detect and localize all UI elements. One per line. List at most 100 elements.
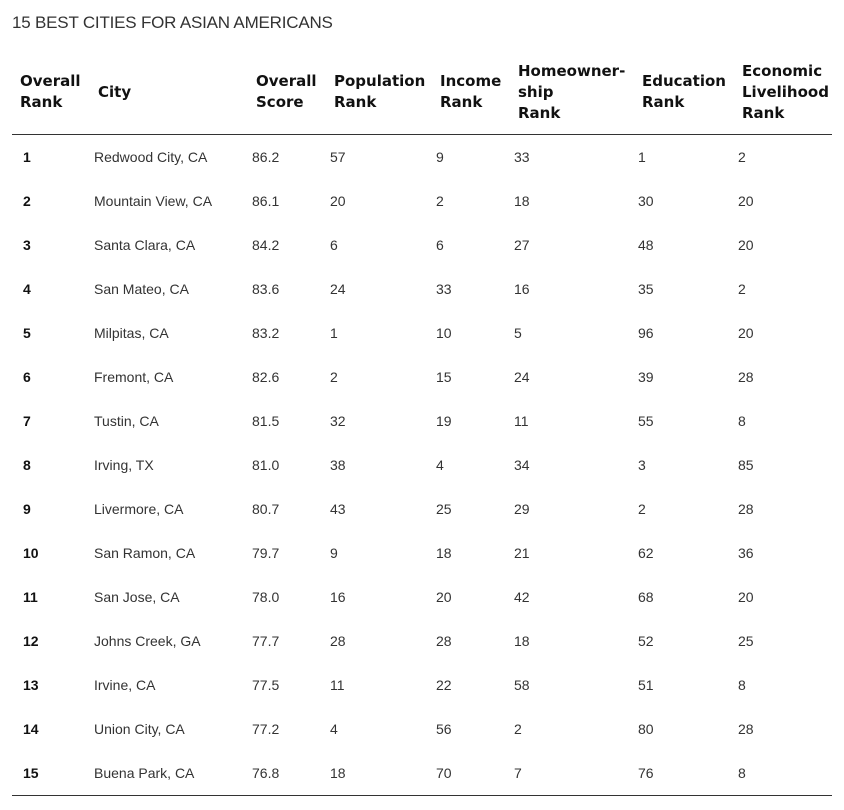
cell-education-rank: 52 bbox=[638, 633, 654, 649]
cell-homeownership-rank: 11 bbox=[514, 413, 529, 429]
cell-overall-rank: 15 bbox=[12, 751, 90, 796]
table-row: 12 Johns Creek, GA 77.7 28 28 18 52 25 bbox=[12, 619, 832, 663]
cell-economic-livelihood-rank: 20 bbox=[738, 237, 754, 253]
cell-economic-livelihood-rank: 20 bbox=[738, 325, 754, 341]
cell-population-rank: 4 bbox=[330, 721, 338, 737]
cell-education-rank: 80 bbox=[638, 721, 654, 737]
cell-city: Irving, TX bbox=[94, 457, 154, 473]
cell-population-rank: 1 bbox=[330, 325, 338, 341]
cell-overall-score: 77.7 bbox=[252, 633, 280, 649]
cell-overall-score: 81.5 bbox=[252, 413, 280, 429]
cell-education-rank: 3 bbox=[638, 457, 646, 473]
cell-homeownership-rank: 18 bbox=[514, 633, 530, 649]
cell-population-rank: 20 bbox=[330, 193, 346, 209]
cell-city: Milpitas, CA bbox=[94, 325, 169, 341]
cell-homeownership-rank: 7 bbox=[510, 751, 634, 796]
cell-income-rank: 15 bbox=[436, 369, 452, 385]
cell-economic-livelihood-rank: 28 bbox=[738, 369, 754, 385]
table-row: 4 San Mateo, CA 83.6 24 33 16 35 2 bbox=[12, 267, 832, 311]
cell-city: Redwood City, CA bbox=[94, 149, 208, 165]
cell-overall-score: 81.0 bbox=[252, 457, 280, 473]
cell-population-rank: 6 bbox=[330, 237, 338, 253]
cell-economic-livelihood-rank: 2 bbox=[738, 149, 746, 165]
cell-education-rank: 30 bbox=[638, 193, 654, 209]
cell-population-rank: 9 bbox=[330, 545, 338, 561]
cell-income-rank: 19 bbox=[436, 413, 452, 429]
cell-population-rank: 38 bbox=[330, 457, 346, 473]
table-row: 7 Tustin, CA 81.5 32 19 11 55 8 bbox=[12, 399, 832, 443]
column-header-population-rank: Population Rank bbox=[326, 50, 432, 135]
cell-overall-rank: 5 bbox=[23, 325, 31, 341]
cell-overall-rank: 13 bbox=[23, 677, 39, 693]
table-row: 13 Irvine, CA 77.5 11 22 58 51 8 bbox=[12, 663, 832, 707]
cell-overall-rank: 6 bbox=[23, 369, 31, 385]
cell-population-rank: 43 bbox=[330, 501, 346, 517]
cell-city: San Jose, CA bbox=[94, 589, 180, 605]
cell-homeownership-rank: 33 bbox=[514, 149, 530, 165]
cell-homeownership-rank: 5 bbox=[514, 325, 522, 341]
cell-city: Fremont, CA bbox=[94, 369, 174, 385]
cell-homeownership-rank: 24 bbox=[514, 369, 530, 385]
cell-economic-livelihood-rank: 20 bbox=[738, 589, 754, 605]
cell-city: San Ramon, CA bbox=[94, 545, 196, 561]
table-row: 5 Milpitas, CA 83.2 1 10 5 96 20 bbox=[12, 311, 832, 355]
column-header-income-rank: Income Rank bbox=[432, 50, 510, 135]
cell-city: Tustin, CA bbox=[94, 413, 159, 429]
cell-overall-score: 83.6 bbox=[252, 281, 280, 297]
table-row: 2 Mountain View, CA 86.1 20 2 18 30 20 bbox=[12, 179, 832, 223]
table-header-row: Overall Rank City Overall Score Population Ran… bbox=[12, 50, 832, 135]
cell-income-rank: 20 bbox=[436, 589, 452, 605]
cell-homeownership-rank: 18 bbox=[514, 193, 530, 209]
column-header-homeownership-rank: Homeowner-ship Rank bbox=[510, 50, 634, 135]
cell-overall-score: 86.2 bbox=[252, 149, 280, 165]
cell-education-rank: 35 bbox=[638, 281, 654, 297]
cell-homeownership-rank: 58 bbox=[514, 677, 530, 693]
cell-education-rank: 1 bbox=[638, 149, 646, 165]
cell-city: San Mateo, CA bbox=[94, 281, 189, 297]
cell-overall-score: 80.7 bbox=[252, 501, 280, 517]
rankings-table: Overall Rank City Overall Score Population Ran… bbox=[12, 50, 832, 796]
cell-overall-rank: 11 bbox=[23, 589, 38, 605]
cell-income-rank: 10 bbox=[436, 325, 452, 341]
cell-city: Union City, CA bbox=[94, 721, 185, 737]
table-row: 6 Fremont, CA 82.6 2 15 24 39 28 bbox=[12, 355, 832, 399]
table-title: 15 Best Cities for Asian Americans bbox=[12, 13, 333, 32]
cell-overall-score: 86.1 bbox=[252, 193, 280, 209]
cell-overall-rank: 14 bbox=[23, 721, 39, 737]
cell-economic-livelihood-rank: 85 bbox=[738, 457, 754, 473]
cell-education-rank: 39 bbox=[638, 369, 654, 385]
cell-education-rank: 2 bbox=[638, 501, 646, 517]
cell-overall-score: 83.2 bbox=[252, 325, 280, 341]
cell-overall-rank: 1 bbox=[23, 149, 31, 165]
table-row: 1 Redwood City, CA 86.2 57 9 33 1 2 bbox=[12, 135, 832, 180]
cell-population-rank: 2 bbox=[330, 369, 338, 385]
table-row: 8 Irving, TX 81.0 38 4 34 3 85 bbox=[12, 443, 832, 487]
cell-overall-score: 77.2 bbox=[252, 721, 280, 737]
cell-income-rank: 2 bbox=[436, 193, 444, 209]
cell-economic-livelihood-rank: 8 bbox=[734, 751, 832, 796]
cell-income-rank: 56 bbox=[436, 721, 452, 737]
cell-education-rank: 76 bbox=[634, 751, 734, 796]
cell-city: Santa Clara, CA bbox=[94, 237, 196, 253]
cell-overall-score: 79.7 bbox=[252, 545, 280, 561]
cell-overall-score: 76.8 bbox=[248, 751, 326, 796]
column-header-overall-rank: Overall Rank bbox=[12, 50, 90, 135]
cell-overall-rank: 7 bbox=[23, 413, 31, 429]
cell-homeownership-rank: 21 bbox=[514, 545, 530, 561]
cell-overall-rank: 9 bbox=[23, 501, 31, 517]
cell-income-rank: 70 bbox=[432, 751, 510, 796]
cell-economic-livelihood-rank: 25 bbox=[738, 633, 754, 649]
cell-income-rank: 4 bbox=[436, 457, 444, 473]
cell-income-rank: 18 bbox=[436, 545, 452, 561]
cell-economic-livelihood-rank: 8 bbox=[738, 677, 746, 693]
cell-income-rank: 25 bbox=[436, 501, 452, 517]
cell-income-rank: 9 bbox=[436, 149, 444, 165]
column-header-city: City bbox=[90, 50, 248, 135]
cell-population-rank: 57 bbox=[330, 149, 346, 165]
cell-city: Buena Park, CA bbox=[90, 751, 248, 796]
cell-overall-rank: 12 bbox=[23, 633, 39, 649]
cell-homeownership-rank: 2 bbox=[514, 721, 522, 737]
cell-overall-score: 78.0 bbox=[252, 589, 280, 605]
cell-population-rank: 28 bbox=[330, 633, 346, 649]
cell-homeownership-rank: 29 bbox=[514, 501, 530, 517]
